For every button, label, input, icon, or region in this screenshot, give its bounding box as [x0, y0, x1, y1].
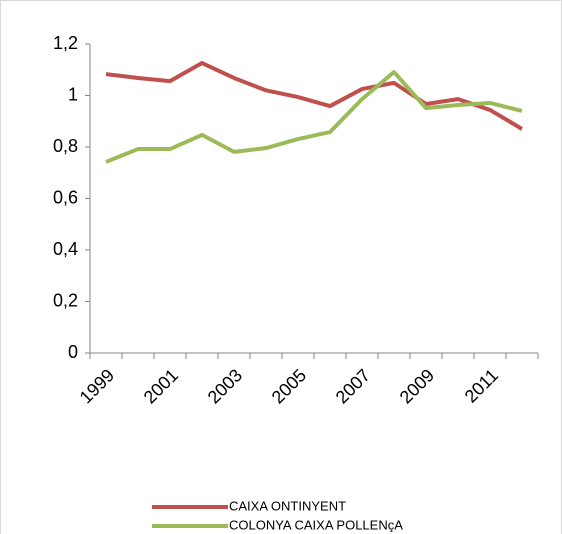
legend-label: COLONYA CAIXA POLLENçA	[229, 517, 403, 532]
y-tick-label: 1	[68, 84, 78, 104]
series-line	[105, 61, 524, 131]
y-tick-label: 1,2	[53, 33, 78, 53]
legend-label: CAIXA ONTINYENT	[229, 498, 346, 513]
series-line	[105, 70, 523, 164]
y-tick-label: 0,8	[53, 136, 78, 156]
y-tick-label: 0,6	[53, 187, 78, 207]
y-tick-label: 0,4	[53, 239, 78, 259]
y-tick-label: 0	[68, 342, 78, 362]
y-tick-label: 0,2	[53, 290, 78, 310]
